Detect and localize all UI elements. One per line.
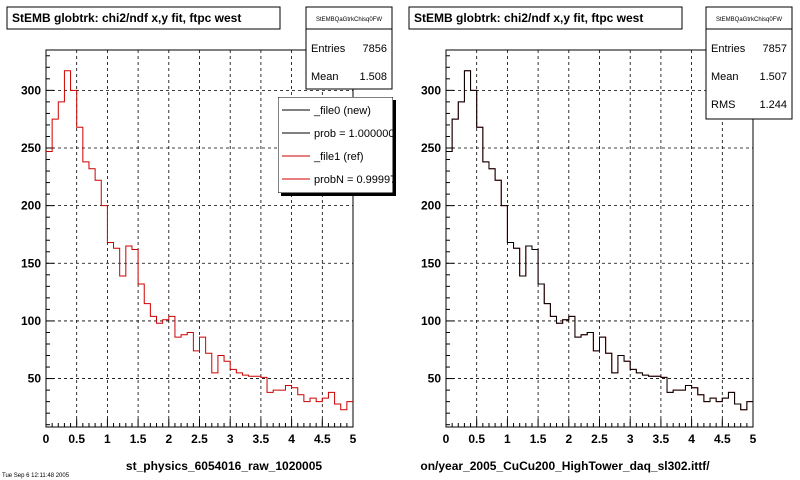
stats-histogram-name: StEMBQaGtrkChisq0FW [716, 17, 782, 23]
y-tick-label: 300 [421, 83, 441, 97]
x-tick-label: 0.5 [68, 432, 85, 446]
stats-label: Mean [311, 71, 339, 83]
footer-timestamp: Tue Sep 6 12:11:48 2005 [2, 473, 70, 479]
x-tick-label: 0.5 [468, 432, 485, 446]
x-tick-label: 1 [504, 432, 511, 446]
x-tick-label: 3 [227, 432, 234, 446]
y-tick-label: 50 [28, 372, 42, 386]
stats-histogram-name: StEMBQaGtrkChisq0FW [316, 17, 382, 23]
title-box [6, 6, 281, 30]
x-axis-label: on/year_2005_CuCu200_HighTower_daq_sl302… [420, 459, 710, 473]
chart-title: StEMB globtrk: chi2/ndf x,y fit, ftpc we… [12, 11, 241, 25]
stats-label: Entries [311, 43, 346, 55]
y-tick-label: 50 [428, 372, 442, 386]
stats-box [305, 6, 393, 90]
x-axis-label: st_physics_6054016_raw_1020005 [126, 459, 322, 473]
x-tick-label: 1.5 [530, 432, 547, 446]
legend-entry-label: prob = 1.000000 [314, 128, 394, 140]
stats-value: 1.507 [759, 71, 787, 83]
stats-value: 7856 [363, 43, 387, 55]
x-tick-label: 2.5 [591, 432, 608, 446]
stats-value: 7857 [763, 43, 787, 55]
x-tick-label: 5 [750, 432, 757, 446]
x-tick-label: 2.5 [191, 432, 208, 446]
chart-title: StEMB globtrk: chi2/ndf x,y fit, ftpc we… [414, 11, 643, 25]
legend-entry-label: _file0 (new) [313, 105, 371, 117]
stats-box [705, 6, 793, 120]
x-tick-label: 0 [443, 432, 450, 446]
y-tick-label: 100 [421, 314, 441, 328]
y-tick-label: 250 [421, 141, 441, 155]
legend-box: _file0 (new) prob = 1.000000 _file1 (ref) p… [278, 97, 402, 193]
x-tick-label: 4 [688, 432, 695, 446]
x-tick-label: 3 [627, 432, 634, 446]
x-tick-label: 4.5 [314, 432, 331, 446]
y-tick-label: 200 [21, 199, 41, 213]
stats-value: 1.244 [759, 99, 787, 111]
x-tick-label: 1 [104, 432, 111, 446]
stats-label: RMS [711, 99, 735, 111]
x-tick-label: 2 [165, 432, 172, 446]
stats-label: Entries [711, 43, 746, 55]
x-tick-label: 3.5 [653, 432, 670, 446]
legend-entry-label: probN = 0.999975 [314, 174, 402, 186]
y-tick-label: 100 [21, 314, 41, 328]
y-tick-label: 300 [21, 83, 41, 97]
stats-value: 1.508 [359, 71, 387, 83]
histogram-series-line [46, 70, 353, 411]
x-tick-label: 3.5 [253, 432, 270, 446]
histogram-series-line [446, 70, 753, 411]
x-tick-label: 2 [565, 432, 572, 446]
y-tick-label: 150 [21, 256, 41, 270]
stats-label: Mean [711, 71, 739, 83]
y-tick-label: 250 [21, 141, 41, 155]
title-box [408, 6, 683, 30]
y-tick-label: 150 [421, 256, 441, 270]
x-tick-label: 4.5 [714, 432, 731, 446]
y-tick-label: 200 [421, 199, 441, 213]
x-tick-label: 1.5 [130, 432, 147, 446]
x-tick-label: 4 [288, 432, 295, 446]
legend-entry-label: _file1 (ref) [313, 151, 364, 163]
x-tick-label: 0 [43, 432, 50, 446]
legend-background [278, 97, 393, 193]
x-tick-label: 5 [350, 432, 357, 446]
